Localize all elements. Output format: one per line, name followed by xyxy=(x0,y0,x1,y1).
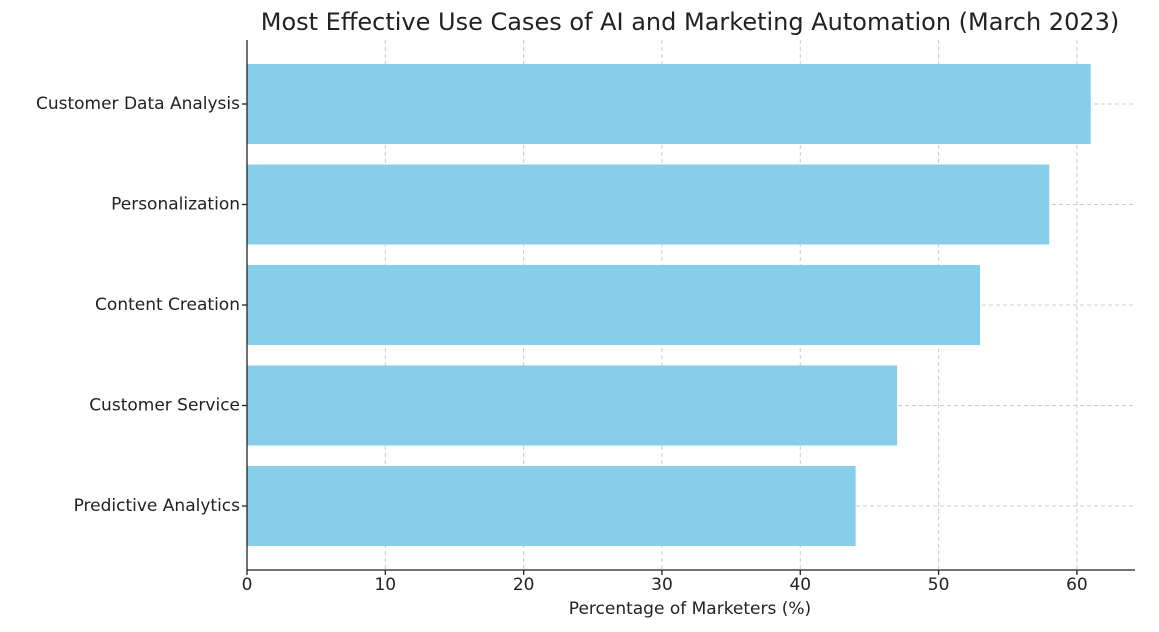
y-tick-label: Content Creation xyxy=(95,295,240,315)
x-tick-label: 30 xyxy=(651,575,673,595)
bar xyxy=(247,466,856,546)
y-tick-label: Customer Service xyxy=(89,396,240,416)
x-tick-label: 10 xyxy=(374,575,396,595)
bar xyxy=(247,64,1091,144)
y-tick-label: Customer Data Analysis xyxy=(36,94,240,114)
bar xyxy=(247,164,1050,245)
x-tick-label: 20 xyxy=(513,575,535,595)
bar xyxy=(247,265,981,345)
chart-title: Most Effective Use Cases of AI and Marke… xyxy=(261,8,1120,36)
y-tick-label: Predictive Analytics xyxy=(74,496,241,516)
x-axis-label: Percentage of Marketers (%) xyxy=(569,599,811,619)
x-tick-label: 40 xyxy=(789,575,811,595)
x-tick-label: 50 xyxy=(928,575,950,595)
bar xyxy=(247,365,898,446)
x-tick-label: 0 xyxy=(242,575,253,595)
x-tick-label: 60 xyxy=(1066,575,1088,595)
y-tick-label: Personalization xyxy=(111,195,240,215)
